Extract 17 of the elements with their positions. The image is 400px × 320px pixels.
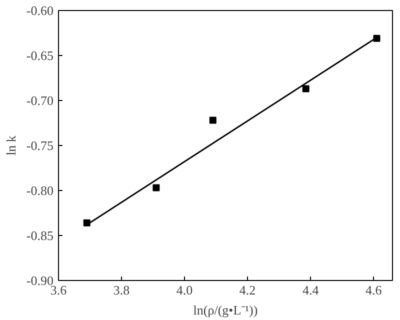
x-tick-label: 4.6 (365, 282, 382, 298)
x-axis-title: ln(ρ/(g•L⁻¹)) (193, 302, 258, 318)
y-tick-label: -0.85 (26, 228, 54, 243)
point (152, 184, 160, 192)
y-tick-label: -0.75 (26, 138, 54, 153)
x-tick-label: 4.4 (302, 282, 320, 298)
x-tick-label: 3.8 (113, 282, 130, 298)
x-tick-label: 4.2 (239, 282, 256, 298)
x-tick-label: 4.0 (176, 282, 193, 298)
point (209, 116, 216, 124)
y-tick-label: -0.65 (26, 48, 54, 63)
point (302, 85, 310, 92)
y-tick-label: -0.70 (26, 93, 54, 108)
y-tick-label: -0.60 (26, 3, 54, 18)
y-axis-title: ln k (3, 135, 18, 156)
y-tick-label: -0.80 (26, 183, 54, 198)
y-tick-label: -0.90 (26, 273, 54, 288)
